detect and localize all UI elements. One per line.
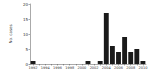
svg-text:No. cases: No. cases [8, 24, 13, 43]
svg-text:2002: 2002 [90, 66, 99, 70]
svg-text:2000: 2000 [77, 66, 86, 70]
svg-text:1992: 1992 [29, 66, 38, 70]
svg-text:5: 5 [25, 47, 28, 52]
svg-text:0: 0 [25, 61, 28, 67]
svg-text:2008: 2008 [126, 66, 135, 70]
svg-text:1994: 1994 [41, 66, 51, 70]
svg-text:2004: 2004 [102, 66, 112, 70]
svg-text:2006: 2006 [114, 66, 123, 70]
svg-text:1998: 1998 [65, 66, 74, 70]
svg-text:1996: 1996 [53, 66, 62, 70]
svg-text:15: 15 [23, 17, 29, 22]
svg-text:10: 10 [23, 32, 29, 37]
svg-text:20: 20 [23, 2, 29, 7]
svg-text:2010: 2010 [138, 66, 147, 70]
